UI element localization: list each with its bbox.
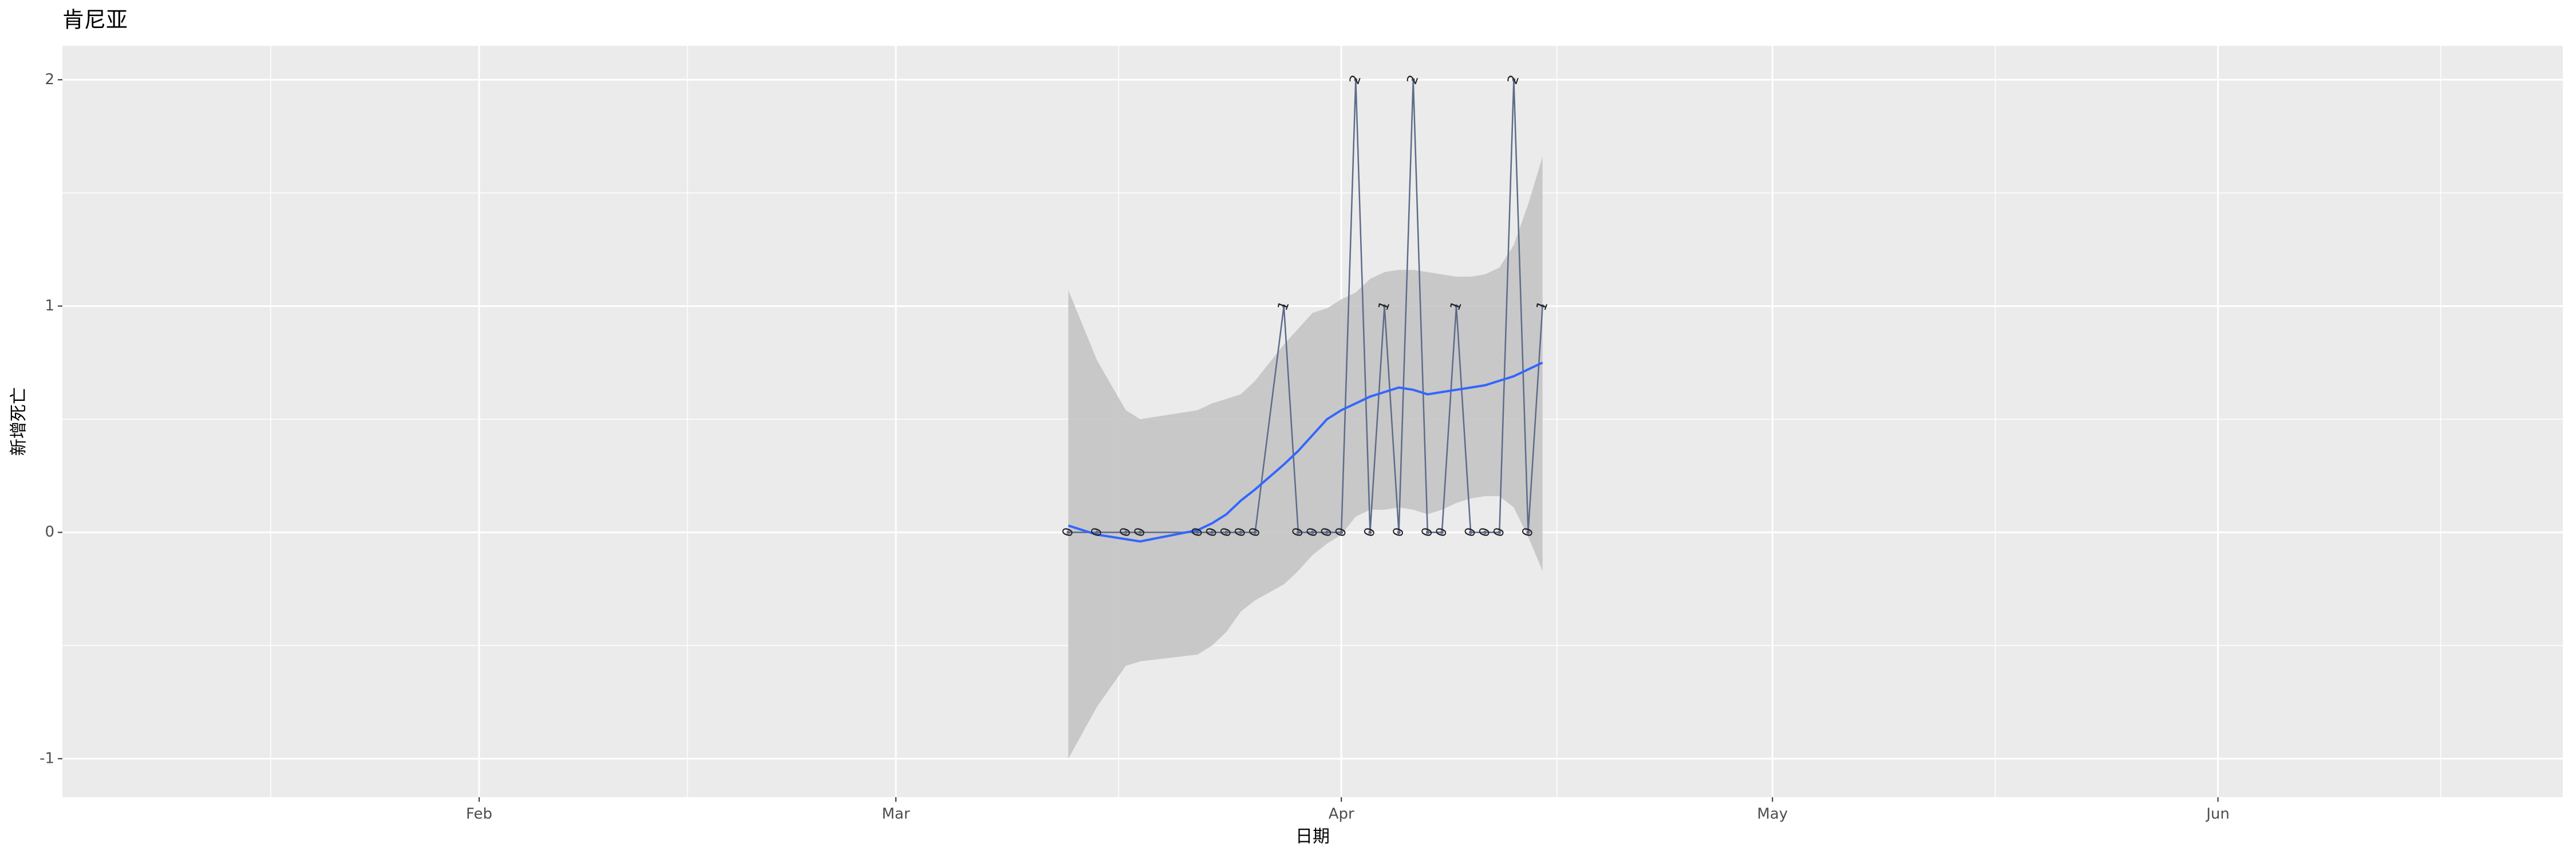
data-point	[1483, 530, 1487, 534]
data-point	[1368, 530, 1372, 534]
data-point	[1224, 530, 1228, 534]
data-point	[1325, 530, 1329, 534]
data-point	[1397, 530, 1401, 534]
data-point	[1440, 530, 1444, 534]
data-point	[1095, 530, 1099, 534]
data-point	[1411, 78, 1415, 82]
data-point	[1526, 530, 1530, 534]
data-point	[1296, 530, 1300, 534]
x-tick-label: Jun	[2205, 806, 2230, 823]
y-tick-label: 1	[45, 297, 54, 314]
y-tick-label: -1	[39, 750, 54, 767]
data-line	[1068, 80, 1543, 533]
smooth-line	[1068, 361, 1543, 543]
data-point	[1124, 530, 1128, 534]
data-point	[1512, 78, 1516, 82]
data-point	[1382, 304, 1386, 308]
data-point	[1311, 530, 1314, 534]
data-point	[1455, 304, 1459, 308]
y-axis-title: 新增死亡	[9, 387, 29, 456]
data-point	[1354, 78, 1358, 82]
data-point	[1540, 304, 1544, 308]
data-point	[1138, 530, 1142, 534]
x-axis-title: 日期	[1295, 827, 1330, 847]
x-tick-label: May	[1757, 806, 1788, 823]
data-point	[1066, 530, 1070, 534]
data-point	[1469, 530, 1473, 534]
x-tick-label: Feb	[466, 806, 492, 823]
x-tick-label: Apr	[1329, 806, 1354, 823]
data-point	[1425, 530, 1429, 534]
data-point	[1340, 530, 1344, 534]
data-point	[1498, 530, 1502, 534]
x-tick-label: Mar	[882, 806, 910, 823]
data-point	[1282, 304, 1286, 308]
data-point	[1239, 530, 1243, 534]
chart-title: 肯尼亚	[62, 7, 128, 33]
data-point	[1210, 530, 1214, 534]
y-tick-label: 2	[45, 71, 54, 88]
confidence-band	[1068, 156, 1543, 759]
data-point	[1253, 530, 1257, 534]
data-point	[1196, 530, 1200, 534]
y-tick-label: 0	[45, 523, 54, 541]
